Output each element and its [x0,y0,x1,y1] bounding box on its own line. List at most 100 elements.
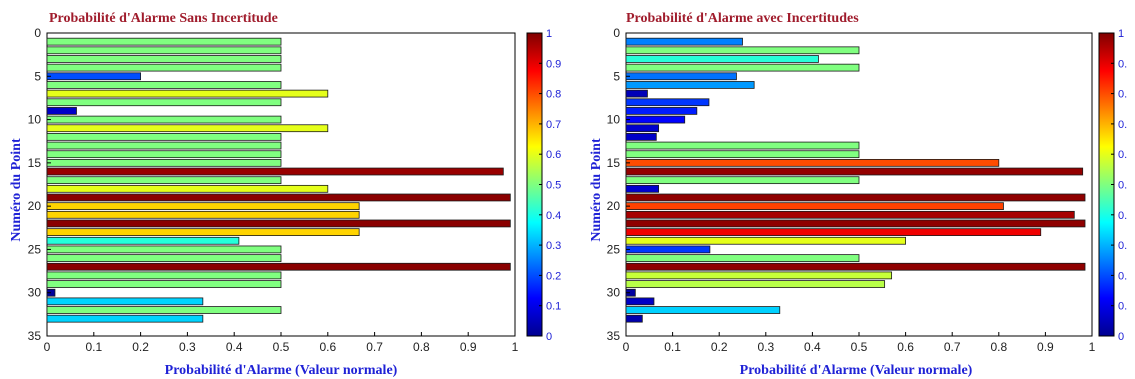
chart-left-ylabel: Numéro du Point [9,138,24,242]
bar-point-25 [625,245,711,254]
bar-point-19 [46,193,511,202]
bar-point-5 [46,72,141,81]
bar-point-5 [625,72,737,81]
bar-point-20 [46,202,360,211]
bar-point-23 [625,228,1042,236]
chart-left-colorbar-ticks: 0 0.1 0.2 0.3 0.4 0.5 0.6 0.7 0.8 0.9 1 [539,28,561,343]
bar-point-19 [625,193,1086,202]
y-tick-label: 30 [607,286,621,300]
x-tick-label: 0.5 [851,340,868,354]
bar-point-1 [46,37,282,46]
y-tick-label: 35 [28,329,42,343]
bar-point-31 [46,297,204,306]
colorbar-tick-label: 0.5 [546,180,561,192]
colorbar-tick-label: 0.9 [546,58,561,70]
x-tick-label: 0.8 [413,340,430,354]
bar-point-20 [625,202,1004,211]
colorbar-tick-label: 0. [1118,149,1127,161]
chart-right-bars [625,37,1086,323]
colorbar-tick-label: 0. [1118,240,1127,252]
chart-left-xlabel: Probabilité d'Alarme (Valeur normale) [165,363,398,378]
bar-point-23 [46,228,360,236]
x-tick-label: 0.4 [804,340,821,354]
chart-right-ylabel: Numéro du Point [589,138,604,242]
y-tick-label: 10 [28,113,42,127]
colorbar-tick-label: 0.6 [546,149,561,161]
y-tick-label: 5 [613,69,620,83]
x-tick-label: 0.7 [944,340,961,354]
x-tick-label: 0.2 [711,340,728,354]
colorbar-tick-label: 0.8 [546,89,561,101]
chart-left-bars [46,37,511,323]
colorbar-tick-label: 0. [1118,210,1127,222]
y-tick-label: 5 [34,69,41,83]
bar-point-12 [46,133,282,141]
bar-point-22 [46,219,511,228]
x-tick-label: 0.5 [273,340,290,354]
bar-point-29 [46,280,282,288]
bar-point-25 [46,245,282,254]
bar-point-21 [46,210,360,219]
bar-point-21 [625,210,1075,219]
bar-point-24 [625,236,907,245]
x-tick-label: 1 [512,340,519,354]
x-tick-label: 0.3 [757,340,774,354]
bar-point-26 [46,254,282,262]
bar-point-4 [46,63,282,72]
x-tick-label: 0.8 [990,340,1007,354]
y-tick-label: 0 [34,26,41,40]
y-tick-label: 20 [607,199,621,213]
x-tick-label: 0.4 [226,340,243,354]
bar-point-10 [625,115,686,124]
colorbar-tick-label: 0.2 [546,270,561,282]
colorbar-tick-label: 0.3 [546,240,561,252]
y-tick-label: 15 [607,156,621,170]
colorbar-tick-label: 1 [546,28,552,40]
bar-point-22 [625,219,1086,228]
x-tick-label: 0.9 [1037,340,1054,354]
colorbar-tick-label: 0. [1118,58,1127,70]
bar-point-6 [625,81,755,89]
bar-point-11 [46,124,329,133]
bar-point-16 [46,167,504,176]
bar-point-7 [46,89,329,98]
chart-left: Probabilité d'Alarme Sans Incertitude Nu… [9,11,561,378]
bar-point-3 [46,55,282,63]
x-tick-label: 0.3 [179,340,196,354]
x-tick-label: 0.1 [664,340,681,354]
bar-point-18 [625,184,660,193]
chart-right: Probabilité d'Alarme avec Incertitudes N… [589,11,1127,378]
bar-point-12 [625,133,657,141]
bar-point-31 [625,297,655,306]
bar-point-4 [625,63,860,72]
x-tick-label: 1 [1089,340,1096,354]
bar-point-14 [46,150,282,159]
bar-point-9 [625,107,698,115]
chart-left-xticks: 0 0.1 0.2 0.3 0.4 0.5 0.6 0.7 0.8 0.9 1 [44,332,519,354]
bar-point-10 [46,115,282,124]
y-tick-label: 25 [28,242,42,256]
bar-point-7 [625,89,648,98]
bar-point-32 [625,306,781,314]
bar-point-33 [625,314,643,323]
x-tick-label: 0.7 [366,340,383,354]
bar-point-3 [625,55,819,63]
colorbar-tick-label: 0.1 [546,301,561,313]
colorbar-tick-label: 0. [1118,270,1127,282]
chart-left-title: Probabilité d'Alarme Sans Incertitude [49,11,278,26]
colorbar-tick-label: 1 [1118,28,1124,40]
colorbar-tick-label: 0 [546,331,552,343]
bar-point-17 [46,176,282,185]
bar-point-13 [46,141,282,150]
bar-point-18 [46,184,329,193]
colorbar-tick-label: 0. [1118,89,1127,101]
bar-point-2 [46,46,282,55]
x-tick-label: 0 [44,340,51,354]
bar-point-27 [625,262,1086,271]
colorbar-tick-label: 0. [1118,180,1127,192]
chart-right-colorbar-ticks: 0 0. 0. 0. 0. 0. 0. 0. 0. 0. 1 [1111,28,1127,343]
bar-point-24 [46,236,240,245]
bar-point-33 [46,314,204,323]
x-tick-label: 0.2 [132,340,149,354]
